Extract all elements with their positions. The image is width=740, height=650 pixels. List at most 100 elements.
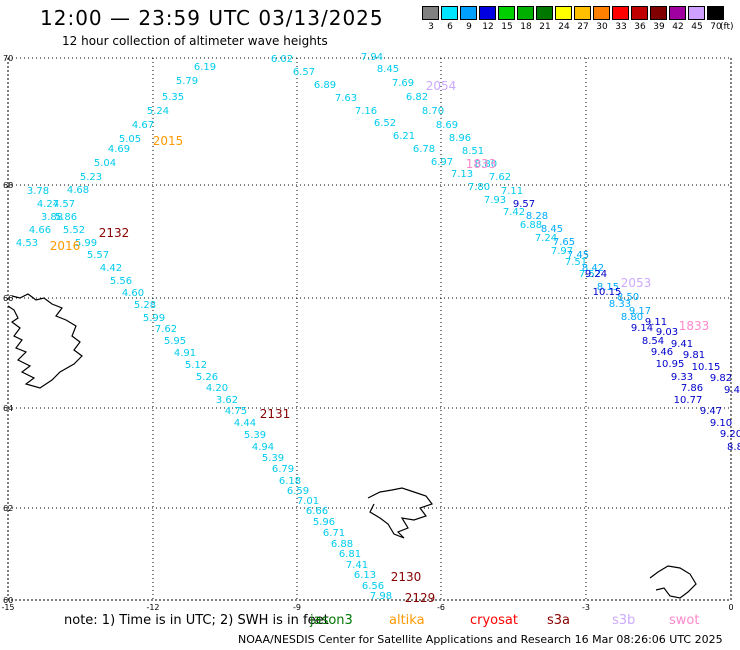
wave-height-value: 5.96 <box>313 517 335 528</box>
legend-swatch <box>498 6 515 20</box>
lat-label: 62 <box>3 504 13 513</box>
wave-height-value: 9.03 <box>656 327 678 338</box>
legend-swatch <box>669 6 686 20</box>
wave-height-value: 7.93 <box>484 195 506 206</box>
pass-time-label: 2015 <box>153 134 184 148</box>
wave-height-value: 7.97 <box>551 246 573 257</box>
legend-label: 36 <box>634 22 646 32</box>
wave-height-value: 6.71 <box>323 528 345 539</box>
wave-height-value: 7.51 <box>565 257 587 268</box>
lon-label: -3 <box>582 603 590 612</box>
wave-height-value: 5.28 <box>134 300 156 311</box>
wave-height-value: 7.45 <box>567 250 589 261</box>
wave-height-value: 9.14 <box>631 323 653 334</box>
wave-height-value: 9.10 <box>710 418 732 429</box>
wave-height-value: 3.62 <box>216 395 238 406</box>
wave-height-value: 7.16 <box>355 106 377 117</box>
wave-height-value: 7.41 <box>346 560 368 571</box>
legend-swatch <box>593 6 610 20</box>
wave-height-value: 4.68 <box>67 185 89 196</box>
legend-swatch <box>536 6 553 20</box>
lat-label: 66 <box>3 294 13 303</box>
wave-height-value: 8.45 <box>377 64 399 75</box>
satellite-name: swot <box>669 613 700 628</box>
lon-label: -9 <box>293 603 301 612</box>
credit-line: NOAA/NESDIS Center for Satellite Applica… <box>238 633 723 646</box>
wave-height-value: 5.05 <box>119 134 141 145</box>
wave-height-value: 7.65 <box>553 237 575 248</box>
wave-height-value: 8.70 <box>422 106 444 117</box>
lon-label: -15 <box>1 603 14 612</box>
wave-height-value: 8.8 <box>727 442 740 453</box>
wave-height-value: 6.88 <box>331 539 353 550</box>
wave-height-value: 3.88 <box>41 212 63 223</box>
wave-height-value: 6.56 <box>362 581 384 592</box>
wave-height-value: 3.78 <box>27 186 49 197</box>
wave-height-value: 5.04 <box>94 158 116 169</box>
wave-height-value: 4.75 <box>225 406 247 417</box>
color-legend: 3 6 9 12 15 18 21 24 27 30 33 36 39 42 45 70 (ft) <box>422 6 734 38</box>
lon-label: 0 <box>728 603 733 612</box>
wave-height-value: 7.11 <box>501 186 523 197</box>
wave-height-value: 7.69 <box>392 78 414 89</box>
wave-height-value: 9.57 <box>513 199 535 210</box>
wave-height-value: 8.51 <box>462 146 484 157</box>
legend-swatch <box>460 6 477 20</box>
wave-height-value: 6.78 <box>413 144 435 155</box>
legend-swatch <box>707 6 724 20</box>
legend-label: 18 <box>520 22 532 32</box>
wave-height-value: 9.46 <box>651 347 673 358</box>
wave-height-value: 4.57 <box>53 199 75 210</box>
wave-height-value: 6.52 <box>374 118 396 129</box>
wave-height-value: 9.47 <box>700 406 722 417</box>
wave-height-value: 5.99 <box>75 238 97 249</box>
lat-label: 70 <box>3 54 13 63</box>
wave-height-value: 6.97 <box>431 157 453 168</box>
wave-height-value: 7.94 <box>361 52 383 63</box>
pass-time-label: 2054 <box>426 79 457 93</box>
wave-height-value: 7.01 <box>297 496 319 507</box>
wave-height-value: 9.33 <box>671 372 693 383</box>
legend-label: 70 <box>710 22 722 32</box>
wave-height-value: 4.20 <box>206 383 228 394</box>
lat-label: 68 <box>3 181 13 190</box>
wave-height-value: 7.42 <box>503 207 525 218</box>
wave-height-value: 9.81 <box>683 350 705 361</box>
legend-swatch <box>479 6 496 20</box>
legend-swatch <box>650 6 667 20</box>
wave-height-value: 8.80 <box>621 312 643 323</box>
wave-height-value: 4.94 <box>252 442 274 453</box>
legend-swatch <box>517 6 534 20</box>
legend-swatch <box>574 6 591 20</box>
wave-height-value: 10.15 <box>692 362 721 373</box>
legend-label: 45 <box>691 22 703 32</box>
wave-height-value: 9.24 <box>585 269 607 280</box>
wave-height-value: 9.4 <box>724 385 740 396</box>
satellite-name: jason3 <box>310 613 353 628</box>
legend-label: 12 <box>482 22 494 32</box>
map-title: 12:00 — 23:59 UTC 03/13/2025 <box>40 6 384 30</box>
wave-height-value: 10.95 <box>656 359 685 370</box>
wave-height-value: 7.98 <box>370 591 392 602</box>
wave-height-value: 10.15 <box>593 287 622 298</box>
wave-height-value: 6.13 <box>354 570 376 581</box>
wave-height-value: 8.80 <box>475 159 497 170</box>
satellite-name: cryosat <box>470 613 518 628</box>
wave-height-value: 6.79 <box>272 464 294 475</box>
pass-time-label: 2053 <box>621 276 652 290</box>
wave-height-value: 6.81 <box>339 549 361 560</box>
observation-labels: 6.19 5.79 5.35 5.24 4.67 5.054.69 5.04 5.23 4.68… <box>16 52 740 602</box>
legend-swatch <box>555 6 572 20</box>
wave-height-value: 7.52 <box>579 269 601 280</box>
pass-time-label: 2129 <box>405 591 436 605</box>
wave-height-value: 4.42 <box>100 263 122 274</box>
wave-height-value: 4.69 <box>108 144 130 155</box>
pass-time-label: 1833 <box>466 157 497 171</box>
legend-swatch <box>612 6 629 20</box>
wave-height-value: 4.66 <box>29 225 51 236</box>
wave-height-value: 9.82 <box>710 373 732 384</box>
legend-swatch <box>422 6 439 20</box>
wave-height-value: 5.39 <box>244 430 266 441</box>
lat-label: 64 <box>3 404 13 413</box>
wave-height-value: 9.11 <box>645 317 667 328</box>
